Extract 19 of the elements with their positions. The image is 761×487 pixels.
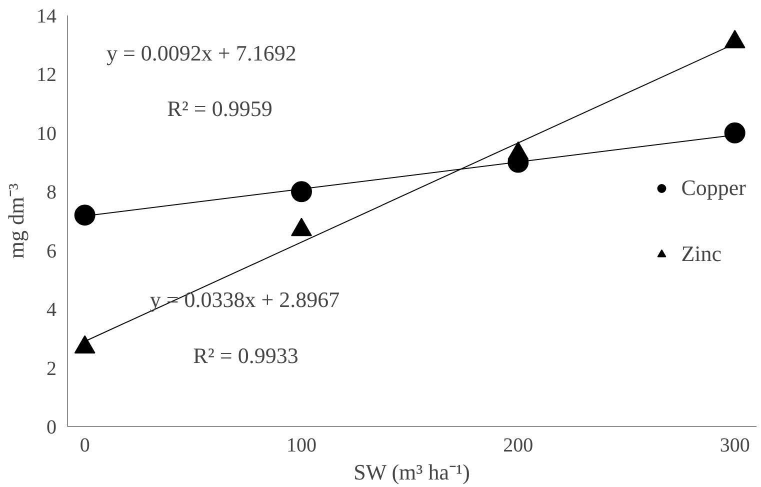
y-tick-label: 0 [46, 416, 56, 438]
legend-label: Zinc [681, 240, 722, 266]
annotation: R² = 0.9933 [193, 342, 298, 368]
y-tick-label: 2 [46, 358, 56, 380]
x-tick-label: 100 [286, 434, 316, 456]
y-tick-label: 10 [36, 122, 56, 145]
y-tick-label: 8 [46, 182, 56, 204]
y-axis-title: mg dm⁻³ [4, 182, 28, 259]
y-tick-label: 12 [36, 64, 56, 86]
x-tick-label: 0 [80, 434, 90, 456]
y-tick-label: 14 [36, 6, 56, 28]
legend-label: Copper [681, 174, 746, 200]
annotation: y = 0.0092x + 7.1692 [106, 40, 296, 66]
x-tick-label: 200 [503, 434, 534, 456]
y-tick-label: 4 [46, 299, 56, 322]
x-axis-title: SW (m³ ha⁻¹) [354, 460, 470, 484]
x-tick-label: 300 [720, 434, 750, 456]
y-tick-label: 6 [46, 240, 56, 262]
annotation: R² = 0.9959 [167, 96, 272, 122]
